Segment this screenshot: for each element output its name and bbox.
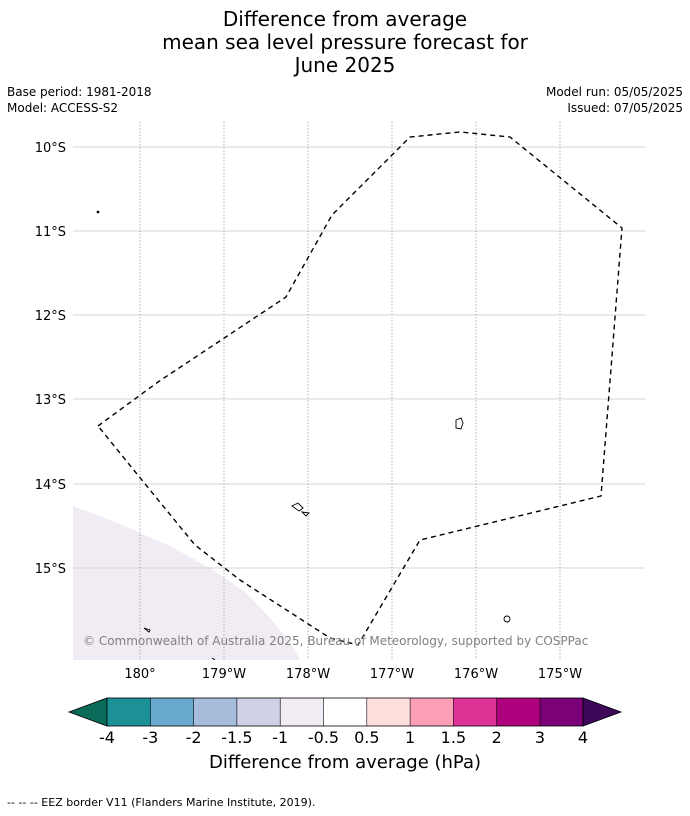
islet-south: [211, 657, 216, 660]
colorbar: -4 -3 -2 -1.5 -1 -0.5 0.5 1 1.5 2 3 4: [67, 697, 623, 747]
colorbar-tick-labels: -4 -3 -2 -1.5 -1 -0.5 0.5 1 1.5 2 3 4: [99, 728, 588, 747]
issued-date: Issued: 07/05/2025: [567, 101, 683, 115]
colorbar-bin: [496, 698, 540, 726]
cbar-tick-label: -4: [99, 728, 115, 747]
title-line-2: mean sea level pressure forecast for: [162, 30, 528, 54]
lon-label-177w: 177°W: [370, 667, 414, 682]
lon-label-175w: 175°W: [538, 667, 582, 682]
map-panel: © Commonwealth of Australia 2025, Bureau…: [35, 122, 645, 682]
lon-label-179w: 179°W: [202, 667, 246, 682]
colorbar-bin: [280, 698, 324, 726]
title-line-1: Difference from average: [222, 7, 468, 31]
colorbar-bin: [453, 698, 497, 726]
island-central-small: [300, 511, 310, 517]
latitude-labels: 10°S 11°S 12°S 13°S 14°S 15°S: [35, 141, 66, 577]
cbar-tick-label: 2: [492, 728, 502, 747]
islands: [96, 210, 511, 660]
colorbar-bin: [410, 698, 454, 726]
colorbar-frame: [106, 697, 584, 727]
lon-label-178w: 178°W: [286, 667, 330, 682]
model-run: Model run: 05/05/2025: [545, 85, 683, 99]
colorbar-bin: [150, 698, 194, 726]
cbar-tick-label: -1.5: [221, 728, 252, 747]
meta-left: Base period: 1981-2018 Model: ACCESS-S2: [7, 84, 152, 116]
cbar-tick-label: -3: [142, 728, 158, 747]
lat-label-15s: 15°S: [35, 562, 66, 577]
cbar-tick-label: -1: [272, 728, 288, 747]
cbar-tick-label: 1.5: [441, 728, 466, 747]
cbar-tick-label: 3: [535, 728, 545, 747]
colorbar-title: Difference from average (hPa): [208, 752, 482, 773]
base-period: Base period: 1981-2018: [7, 85, 152, 99]
longitude-labels: 180° 179°W 178°W 177°W 176°W 175°W: [124, 667, 582, 682]
colorbar-bin: [236, 698, 281, 726]
anomaly-shaded-region: [73, 506, 300, 660]
eez-legend-note: -- -- -- EEZ border V11 (Flanders Marine…: [7, 796, 316, 809]
lat-label-12s: 12°S: [35, 309, 66, 324]
islet-northwest: [96, 210, 100, 214]
island-southeast: [503, 615, 511, 623]
cbar-tick-label: 0.5: [354, 728, 379, 747]
colorbar-bin: [107, 698, 151, 726]
copyright-text: © Commonwealth of Australia 2025, Bureau…: [83, 634, 588, 648]
latitude-gridlines: [73, 146, 645, 569]
cbar-tick-label: 1: [405, 728, 415, 747]
cbar-tick-label: -0.5: [308, 728, 339, 747]
colorbar-bin: [366, 698, 411, 726]
lon-label-180: 180°: [124, 667, 155, 682]
lat-label-10s: 10°S: [35, 141, 66, 156]
title-line-3: June 2025: [294, 53, 396, 77]
eez-border: [96, 131, 623, 646]
island-central: [291, 502, 304, 512]
lat-label-13s: 13°S: [35, 393, 66, 408]
chart-title: Difference from average mean sea level p…: [0, 8, 690, 77]
cbar-tick-label: 4: [578, 728, 588, 747]
island-southwest: [143, 627, 151, 633]
colorbar-bin: [193, 698, 237, 726]
colorbar-extend-high: [582, 697, 623, 727]
longitude-gridlines: [139, 122, 561, 660]
model-name: Model: ACCESS-S2: [7, 101, 119, 115]
cbar-tick-label: -2: [186, 728, 202, 747]
island-east: [455, 417, 464, 430]
meta-right: Model run: 05/05/2025 Issued: 07/05/2025: [546, 84, 683, 116]
lat-label-11s: 11°S: [35, 225, 66, 240]
colorbar-bin: [323, 698, 367, 726]
colorbar-extend-low: [67, 697, 108, 727]
colorbar-bin: [540, 698, 583, 726]
lon-label-176w: 176°W: [454, 667, 498, 682]
lat-label-14s: 14°S: [35, 478, 66, 493]
